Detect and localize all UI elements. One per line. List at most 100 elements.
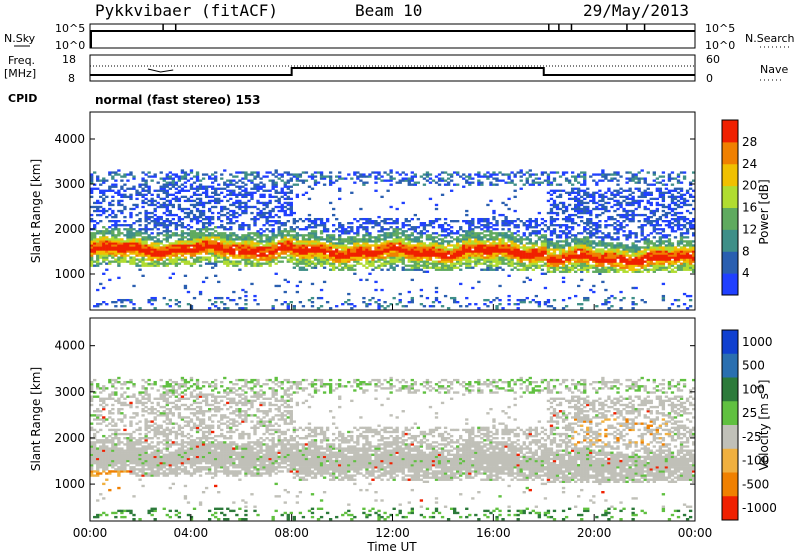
power-cell [571, 171, 574, 173]
power-cell [414, 248, 417, 250]
power-cell [550, 261, 553, 263]
power-cell [462, 258, 465, 260]
power-cell [338, 198, 341, 200]
power-cell [299, 281, 302, 283]
power-cell [135, 204, 138, 206]
power-cell [535, 220, 538, 222]
power-cell [562, 212, 565, 214]
freq-unit: [MHz] [4, 67, 36, 80]
power-cell [616, 263, 619, 265]
power-cell [444, 248, 447, 250]
power-cell [226, 261, 229, 263]
power-cell [529, 240, 532, 242]
power-cell [353, 254, 356, 256]
power-cell [302, 220, 305, 222]
power-cell [604, 244, 607, 246]
power-cell [105, 246, 108, 248]
power-cell [389, 175, 392, 177]
power-cell [408, 220, 411, 222]
power-cell [135, 220, 138, 222]
power-cell [135, 238, 138, 240]
power-cell [411, 238, 414, 240]
power-cell [163, 224, 166, 226]
power-cell [259, 212, 262, 214]
power-cell [178, 192, 181, 194]
power-cell [520, 188, 523, 190]
power-cell [465, 234, 468, 236]
power-cell [244, 254, 247, 256]
power-cell [559, 246, 562, 248]
power-cell [371, 244, 374, 246]
power-cell [568, 180, 571, 182]
power-cell [595, 224, 598, 226]
power-cell [317, 307, 320, 309]
power-cell [296, 254, 299, 256]
power-cell [181, 252, 184, 254]
power-cell [613, 190, 616, 192]
power-cell [377, 238, 380, 240]
power-cell [120, 224, 123, 226]
power-cell [547, 261, 550, 263]
power-cell [598, 190, 601, 192]
power-cell [556, 218, 559, 220]
power-cell [338, 240, 341, 242]
power-cell [447, 258, 450, 260]
power-cell [272, 182, 275, 184]
power-cell [350, 238, 353, 240]
power-cell [486, 254, 489, 256]
power-cell [414, 244, 417, 246]
power-cell [486, 246, 489, 248]
power-cell [117, 200, 120, 202]
power-cell [532, 265, 535, 267]
power-cell [492, 218, 495, 220]
power-cell [308, 238, 311, 240]
power-cell [489, 242, 492, 244]
power-cell [383, 218, 386, 220]
power-cell [574, 248, 577, 250]
power-cell [247, 194, 250, 196]
power-cell [417, 182, 420, 184]
power-cell [217, 212, 220, 214]
power-cell [601, 244, 604, 246]
power-cell [163, 186, 166, 188]
power-cell [477, 171, 480, 173]
power-cell [504, 263, 507, 265]
power-cell [616, 171, 619, 173]
power-cell [635, 256, 638, 258]
power-cell [622, 200, 625, 202]
power-cell [102, 230, 105, 232]
power-cell [208, 177, 211, 179]
power-cell [610, 238, 613, 240]
power-cell [510, 265, 513, 267]
power-cell [247, 248, 250, 250]
power-cell [347, 173, 350, 175]
power-cell [253, 177, 256, 179]
power-cell [595, 267, 598, 269]
power-cell [432, 252, 435, 254]
power-cell [465, 180, 468, 182]
power-cell [299, 246, 302, 248]
power-cell [622, 226, 625, 228]
power-cell [365, 238, 368, 240]
power-cell [196, 234, 199, 236]
power-cell [616, 254, 619, 256]
power-cell [374, 267, 377, 269]
power-cell [147, 252, 150, 254]
power-cell [568, 258, 571, 260]
power-cell [341, 246, 344, 248]
power-cell [293, 263, 296, 265]
power-cell [102, 194, 105, 196]
power-cell [483, 261, 486, 263]
power-cell [329, 236, 332, 238]
power-cell [105, 244, 108, 246]
power-cell [504, 256, 507, 258]
power-cell [105, 252, 108, 254]
power-cell [190, 212, 193, 214]
freq-tick-top: 18 [62, 53, 76, 66]
power-cell [284, 246, 287, 248]
power-cell [480, 175, 483, 177]
power-cell [601, 173, 604, 175]
power-cell [504, 242, 507, 244]
power-cell [365, 222, 368, 224]
power-cell [211, 216, 214, 218]
